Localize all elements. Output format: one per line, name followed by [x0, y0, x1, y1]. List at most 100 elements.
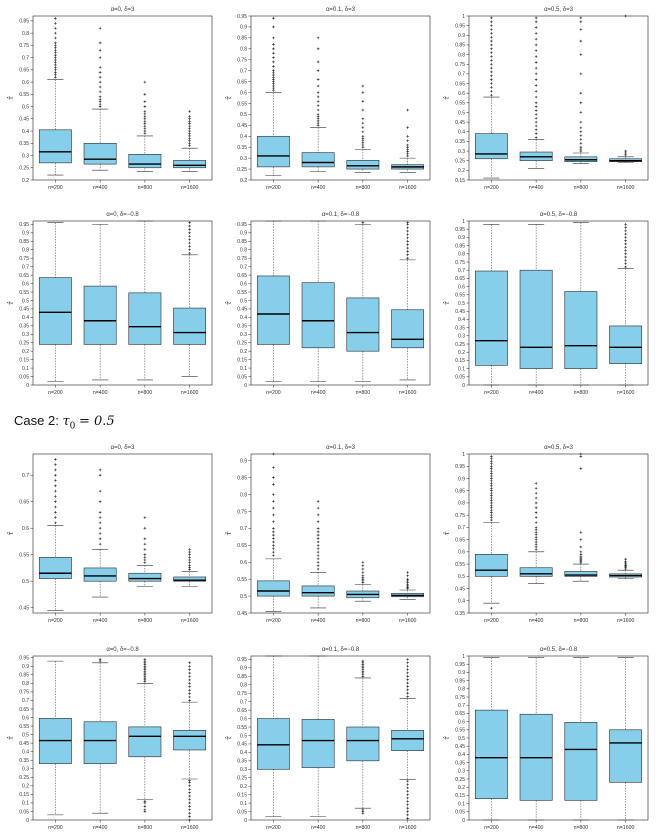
y-axis-label: τ̂: [442, 96, 451, 100]
outlier-point: [188, 132, 191, 135]
outlier-point: [361, 91, 365, 94]
case-2-heading: Case 2: τ0 = 0.5: [14, 413, 115, 432]
y-tick-label: 0.4: [458, 752, 465, 758]
y-tick-label: 0: [26, 818, 29, 824]
outlier-point: [188, 117, 191, 121]
outlier-point: [98, 95, 102, 99]
outlier-point: [188, 784, 191, 788]
outlier-point: [534, 105, 538, 108]
outlier-point: [406, 685, 409, 688]
y-tick-label: 0.15: [19, 792, 29, 798]
outlier-point: [54, 75, 57, 79]
outlier-point: [579, 550, 583, 554]
y-tick-label: 0.3: [458, 769, 465, 775]
outlier-point: [534, 66, 538, 70]
chart-title: α=0.5, δ=3: [544, 7, 573, 13]
outlier-point: [98, 26, 102, 30]
y-tick-label: 0.15: [455, 178, 465, 184]
outlier-point: [534, 535, 538, 539]
x-tick-label: n=800: [356, 618, 371, 624]
outlier-point: [188, 137, 191, 140]
outlier-point: [579, 138, 583, 141]
outlier-point: [272, 547, 275, 551]
y-tick-label: 0.7: [22, 264, 29, 270]
outlier-point: [406, 126, 409, 129]
outlier-point: [143, 110, 147, 113]
y-tick-label: 0.05: [455, 375, 465, 381]
outlier-point: [579, 53, 583, 56]
x-tick-label: n=1600: [399, 618, 417, 624]
y-tick-label: 0.05: [237, 809, 247, 815]
outlier-point: [54, 36, 57, 40]
y-tick-label: 0.45: [19, 117, 29, 123]
y-tick-label: 0.45: [455, 120, 465, 126]
iqr-box: [564, 291, 598, 369]
y-tick-label: 0.5: [458, 110, 465, 116]
y-tick-label: 0.45: [19, 606, 29, 612]
outlier-point: [188, 141, 191, 145]
outlier-point: [579, 530, 583, 534]
outlier-point: [188, 110, 191, 113]
box-n=1600: [391, 221, 425, 381]
outlier-point: [143, 119, 147, 123]
outlier-point: [188, 251, 191, 255]
outlier-point: [534, 511, 538, 515]
outlier-point: [406, 571, 409, 574]
y-tick-label: 0.2: [458, 785, 465, 791]
x-tick-label: n=800: [356, 185, 371, 191]
iqr-box: [391, 730, 425, 751]
y-tick-label: 0.85: [455, 678, 465, 684]
y-tick-label: 0.95: [237, 222, 247, 228]
boxplot-panel-case2-alpha05-delta3: α=0.5, δ=3 τ̂ 0.35 0.4 0.45 0.5 0.55 0.6 0.65 0.7…: [441, 440, 656, 630]
outlier-point: [272, 43, 275, 46]
outlier-point: [188, 682, 191, 685]
y-tick-label: 0.25: [237, 167, 247, 173]
y-tick-label: 0.25: [455, 159, 465, 165]
box-n=1600: [173, 548, 207, 587]
iqr-box: [301, 282, 335, 349]
tau-value: = 0.5: [79, 414, 115, 429]
outlier-point: [98, 48, 102, 52]
outlier-point: [406, 250, 409, 253]
y-tick-label: 0.1: [22, 801, 29, 807]
outlier-point: [188, 787, 191, 791]
outlier-point: [316, 95, 320, 99]
y-tick-label: 0.85: [455, 488, 465, 494]
y-tick-label: 0.9: [240, 666, 247, 672]
outlier-point: [490, 457, 493, 461]
outlier-point: [534, 101, 538, 105]
y-tick-label: 1: [462, 654, 465, 660]
outlier-point: [316, 513, 320, 517]
outlier-point: [316, 540, 320, 544]
iqr-box: [83, 567, 117, 582]
outlier-point: [98, 70, 102, 74]
boxplot-panel-case2-alpha0-delta3: α=0, δ=3 τ̂ 0.45 0.5 0.55 0.6 0.65 0.7 n=200 n=40…: [5, 440, 220, 630]
outlier-point: [316, 564, 320, 567]
outlier-point: [490, 28, 493, 31]
outlier-point: [98, 521, 102, 525]
outlier-point: [534, 482, 538, 485]
iqr-box: [83, 285, 117, 345]
outlier-point: [54, 458, 57, 461]
outlier-point: [490, 32, 493, 35]
outlier-point: [406, 226, 409, 230]
iqr-box: [173, 160, 207, 169]
y-tick-label: 0.55: [237, 290, 247, 296]
outlier-point: [361, 574, 365, 578]
y-tick-label: 0.4: [458, 599, 465, 605]
y-axis-label: τ̂: [442, 736, 451, 740]
outlier-point: [490, 464, 493, 468]
outlier-point: [534, 109, 538, 112]
box-n=200: [474, 455, 508, 610]
y-tick-label: 0.9: [240, 459, 247, 465]
outlier-point: [406, 803, 409, 807]
outlier-point: [406, 691, 409, 695]
outlier-point: [490, 606, 493, 610]
chart-title: α=0.1, δ=3: [326, 445, 355, 451]
y-tick-label: 0.75: [237, 691, 247, 697]
y-tick-label: 0.45: [237, 742, 247, 748]
outlier-point: [490, 508, 493, 512]
iqr-box: [256, 135, 290, 168]
x-tick-label: n=800: [356, 825, 371, 831]
x-tick-label: n=800: [138, 185, 153, 191]
